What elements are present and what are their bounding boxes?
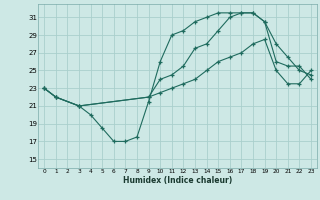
X-axis label: Humidex (Indice chaleur): Humidex (Indice chaleur) bbox=[123, 176, 232, 185]
